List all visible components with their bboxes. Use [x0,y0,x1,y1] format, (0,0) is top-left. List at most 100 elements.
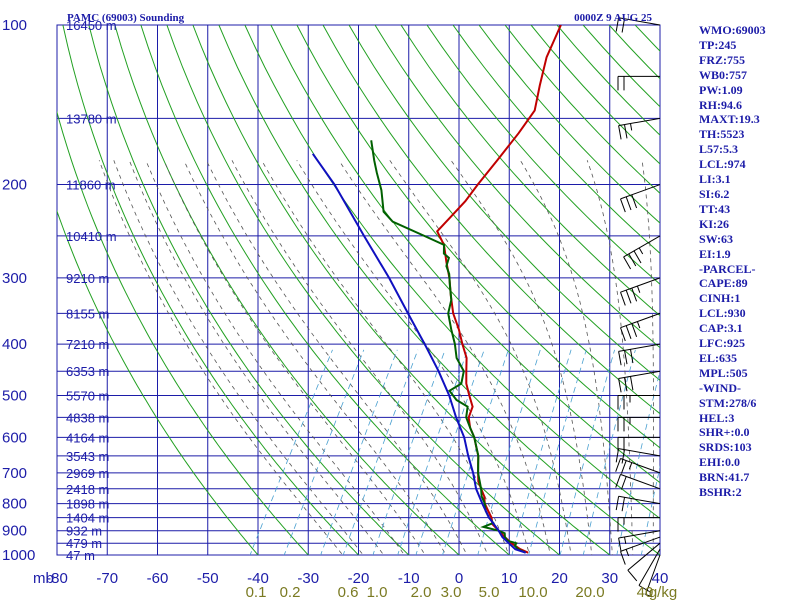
index-item: SRDS:103 [699,440,752,455]
dry-adiabat [218,25,660,555]
index-item: CAPE:89 [699,276,748,291]
moist-adiabat [205,160,468,555]
wind-barb-half-feather [625,549,630,557]
temperature-tick-label: 0 [455,570,463,587]
wind-barb-feather [631,323,638,337]
wind-barb-feather [615,17,620,32]
wind-barb-feather [621,497,625,512]
mixing-ratio-label: 0.6 [338,584,359,600]
pressure-tick-label: 900 [2,523,27,540]
wind-barb-staff [618,448,661,457]
wind-barb [615,495,661,512]
wind-barb [618,117,661,140]
wind-barb-staff [618,17,661,26]
stability-indices-panel: WMO:69003 TP:245 FRZ:755 WB0:757 PW:1.09 RH:9… [699,23,766,500]
wind-barb-staff [620,312,661,329]
height-label: 6353 m [66,364,109,379]
dry-adiabat [244,25,660,520]
index-item: SHR+:0.0 [699,425,750,440]
index-item: LCL:930 [699,306,746,321]
moist-adiabat [519,160,613,555]
wind-barb [617,394,661,410]
dry-adiabat [270,25,660,484]
dry-adiabat [582,25,660,108]
index-item: TH:5523 [699,127,745,142]
temperature-tick-label: -30 [297,570,319,587]
wind-barb [638,548,661,593]
pressure-tick-label: 700 [2,465,27,482]
mixing-ratio-label: 5.0 [479,584,500,600]
wind-barb [620,312,661,342]
mixing-ratio-line [372,349,446,555]
moist-adiabat [231,160,489,555]
wind-barb-feather [618,125,622,140]
wind-barb-feather [621,18,625,33]
index-item: MPL:505 [699,365,748,380]
wind-barb-half-feather [628,462,633,470]
wind-barb-half-feather [636,285,641,293]
height-label: 47 m [66,548,95,563]
wind-barb-half-feather [638,247,644,255]
dry-adiabat [192,25,611,555]
index-item: STM:278/6 [699,395,757,410]
wind-barb-feather [620,460,627,474]
mixing-ratio-label: 3.0 [441,584,462,600]
wind-barb [623,235,661,270]
wind-barb-feather [631,194,638,209]
wind-barb [617,517,661,532]
index-item: PW:1.09 [699,82,743,97]
wind-barb-feather [615,458,621,472]
dry-adiabat [348,25,660,381]
dry-adiabat [400,25,660,317]
moist-adiabat [450,160,593,555]
mixing-ratio-label: 2.0 [411,584,432,600]
moist-adiabat [113,160,364,555]
wind-barb [615,458,661,474]
wind-barb-feather [618,351,622,366]
height-label: 1404 m [66,511,109,526]
wind-barb-staff [645,554,661,595]
wind-barb-feather [624,350,628,365]
wind-barb-staff [620,536,661,552]
index-item: LCL:974 [699,157,746,172]
pressure-tick-label: 600 [2,429,27,446]
wind-barb [615,473,661,490]
temperature-tick-label: -60 [147,570,169,587]
temperature-tick-label: 40 [652,570,669,587]
mixing-ratio-line [528,349,587,555]
pressure-tick-label: 300 [2,270,27,287]
mixing-ratio-label: 0.1 [246,584,267,600]
wind-barb-feather [628,253,637,267]
dry-adiabat [452,25,660,255]
wind-barb [645,554,661,598]
wind-barb-staff [627,542,661,571]
index-item: L57:5.3 [699,142,738,157]
wind-barbs [615,17,661,598]
isobar-isotherm-grid [56,24,661,556]
chart-title: PAMC (69003) Sounding [67,12,185,24]
wind-barb-feather [625,325,632,339]
dry-adiabat [88,25,410,555]
index-item: -WIND- [699,380,741,395]
pressure-tick-label: 500 [2,388,27,405]
mixing-ratio-label: g/kg [649,584,677,600]
height-label: 479 m [66,536,102,551]
moist-adiabat [338,160,551,555]
wind-barb-feather [633,250,642,264]
temperature-tick-label: -40 [247,570,269,587]
index-item: EI:1.9 [699,246,731,261]
wind-barb-feather [620,551,626,565]
height-label: 1898 m [66,497,109,512]
height-label: 11860 m [66,178,116,193]
wind-barb-half-feather [630,123,633,131]
dry-adiabat [57,110,309,555]
index-item: EHI:0.0 [699,455,741,470]
parcel-line [311,153,527,554]
index-item: SI:6.2 [699,186,730,201]
wind-barb [618,530,661,552]
pressure-tick-label: 800 [2,496,27,513]
index-item: RH:94.6 [699,97,742,112]
wind-barb-feather [618,537,622,552]
mixing-ratio-line [640,465,660,555]
wind-barb-feather [620,292,626,306]
